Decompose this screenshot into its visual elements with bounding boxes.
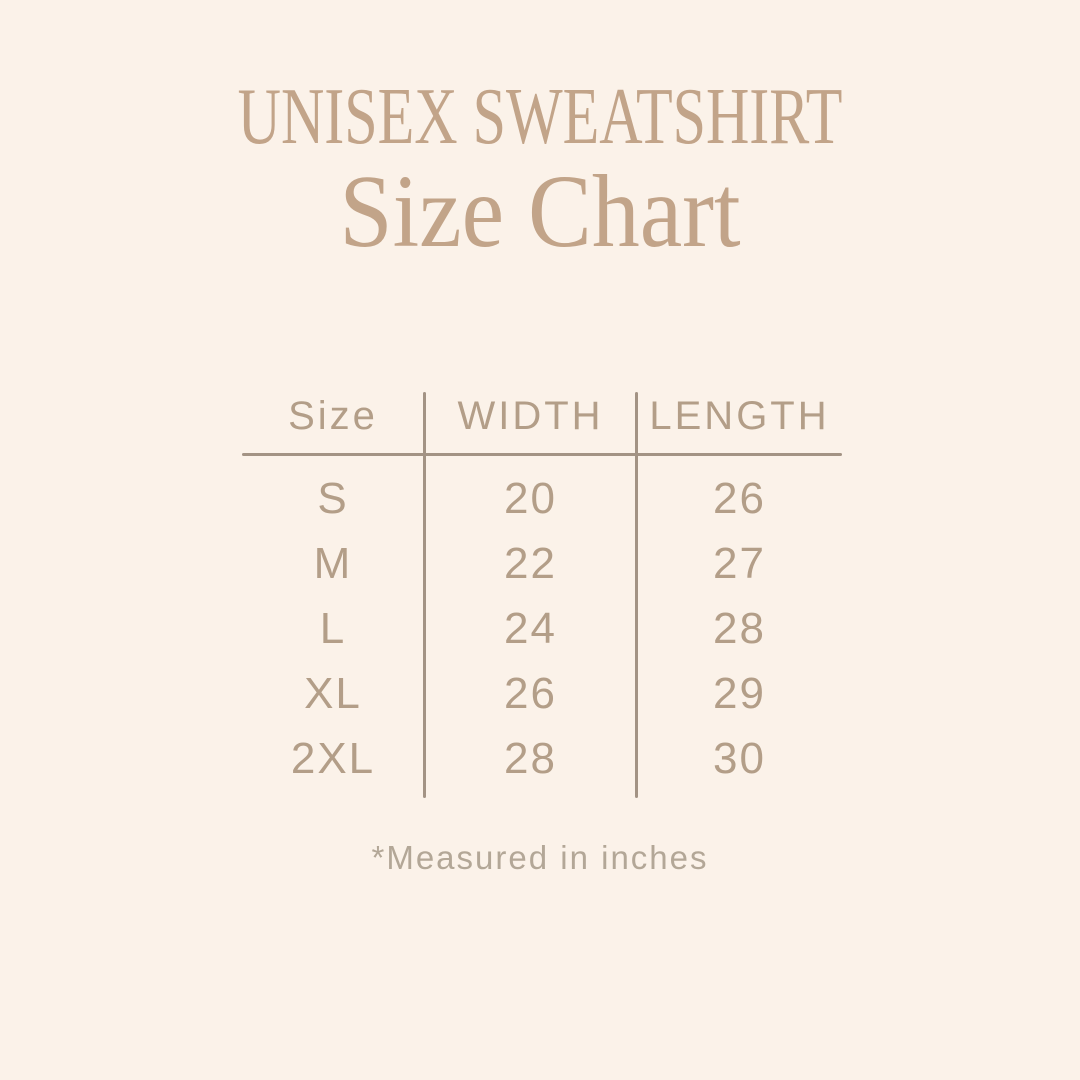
page-subtitle: Size Chart — [339, 154, 741, 269]
length-cell: 27 — [713, 538, 766, 588]
size-cell: 2XL — [290, 733, 376, 783]
size-cell: S — [317, 473, 349, 523]
table-column-divider-1 — [423, 392, 426, 798]
table-body: S 20 26 M 22 27 L 24 28 XL 26 29 2XL 28 — [242, 456, 842, 791]
width-cell: 20 — [504, 473, 557, 523]
table-row: L 24 28 — [242, 596, 842, 661]
size-table: Size WIDTH LENGTH S 20 26 M 22 27 L 24 2… — [242, 392, 842, 798]
width-cell: 28 — [504, 733, 557, 783]
length-cell: 28 — [713, 603, 766, 653]
size-cell: M — [313, 538, 353, 588]
length-cell: 30 — [713, 733, 766, 783]
size-cell: L — [319, 603, 347, 653]
table-header-row: Size WIDTH LENGTH — [242, 392, 842, 453]
size-cell: XL — [304, 668, 362, 718]
width-cell: 22 — [504, 538, 557, 588]
page-title: UNISEX SWEATSHIRT — [237, 73, 843, 161]
column-header-size: Size — [288, 394, 378, 438]
table-row: 2XL 28 30 — [242, 726, 842, 791]
length-cell: 26 — [713, 473, 766, 523]
width-cell: 26 — [504, 668, 557, 718]
measurement-note: *Measured in inches — [371, 839, 709, 876]
table-column-divider-2 — [635, 392, 638, 798]
table-row: S 20 26 — [242, 466, 842, 531]
width-cell: 24 — [504, 603, 557, 653]
column-header-width: WIDTH — [457, 394, 604, 438]
column-header-length: LENGTH — [649, 394, 830, 438]
table-header-divider — [242, 453, 842, 456]
table-row: XL 26 29 — [242, 661, 842, 726]
table-row: M 22 27 — [242, 531, 842, 596]
length-cell: 29 — [713, 668, 766, 718]
